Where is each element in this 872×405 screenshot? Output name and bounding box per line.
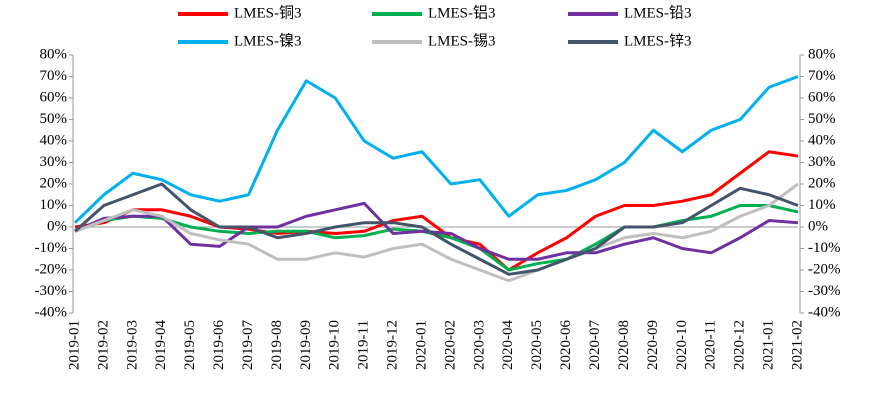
x-tick-label: 2020-07 — [587, 320, 603, 370]
x-tick-label: 2020-06 — [558, 320, 574, 370]
y-tick-label: 80% — [40, 46, 68, 62]
y-tick-label: -10% — [35, 240, 68, 256]
x-tick-label: 2020-01 — [413, 320, 429, 370]
x-tick-label: 2019-10 — [327, 320, 343, 370]
series-line — [74, 182, 799, 283]
x-tick-label: 2019-12 — [385, 320, 401, 370]
x-tick-label: 2021-01 — [761, 320, 777, 370]
legend-label: LMES-铅3 — [624, 4, 692, 21]
legend-label: LMES-铜3 — [234, 4, 302, 21]
x-tick-label: 2019-07 — [240, 320, 256, 370]
y-tick-label: 0% — [47, 218, 67, 234]
x-tick-label: 2020-02 — [442, 320, 458, 370]
y-tick-label: -40% — [35, 304, 68, 320]
series-line — [74, 201, 799, 261]
y2-tick-label: 20% — [808, 175, 836, 191]
y-tick-label: 20% — [40, 175, 68, 191]
x-tick-label: 2019-06 — [211, 320, 227, 370]
legend-label: LMES-镍3 — [234, 31, 302, 49]
x-tick-label: 2020-10 — [674, 320, 690, 370]
y2-tick-label: 40% — [808, 132, 836, 148]
x-tick-label: 2019-01 — [66, 320, 82, 370]
x-tick-label: 2020-05 — [529, 320, 545, 370]
y-tick-label: -20% — [35, 261, 68, 277]
y2-tick-label: -20% — [808, 261, 841, 277]
legend-label: LMES-锡3 — [428, 32, 496, 49]
x-tick-label: 2020-03 — [471, 320, 487, 370]
y-tick-label: 30% — [40, 154, 68, 170]
y2-tick-label: 30% — [808, 154, 836, 170]
y-tick-label: -30% — [35, 283, 68, 299]
x-tick-label: 2020-08 — [616, 320, 632, 370]
y2-tick-label: -40% — [808, 304, 841, 320]
y-tick-label: 70% — [40, 68, 68, 84]
y2-tick-label: 10% — [808, 197, 836, 213]
y-tick-label: 50% — [40, 111, 68, 127]
y2-tick-label: -10% — [808, 240, 841, 256]
x-tick-label: 2020-12 — [732, 320, 748, 370]
y2-tick-label: 80% — [808, 46, 836, 62]
legend-label: LMES-锌3 — [624, 32, 692, 49]
x-tick-label: 2021-02 — [789, 320, 805, 370]
y2-tick-label: 60% — [808, 89, 836, 105]
x-tick-label: 2019-02 — [95, 320, 111, 370]
series-line — [74, 182, 799, 276]
series-line — [74, 150, 799, 272]
x-tick-label: 2019-09 — [298, 320, 314, 370]
x-tick-label: 2020-04 — [500, 320, 516, 370]
y-tick-label: 60% — [40, 89, 68, 105]
y2-tick-label: 70% — [808, 68, 836, 84]
x-tick-label: 2020-11 — [703, 320, 719, 369]
x-tick-label: 2019-08 — [269, 320, 285, 370]
y2-tick-label: 0% — [808, 218, 828, 234]
x-tick-label: 2019-05 — [182, 320, 198, 370]
series-line — [73, 75, 799, 224]
y2-tick-label: 50% — [808, 111, 836, 127]
x-tick-label: 2020-09 — [645, 320, 661, 370]
y-tick-label: 40% — [40, 132, 68, 148]
x-tick-label: 2019-04 — [153, 320, 169, 370]
legend-label: LMES-铝3 — [428, 4, 496, 21]
y2-tick-label: -30% — [808, 283, 841, 299]
x-tick-label: 2019-11 — [356, 320, 372, 369]
y-tick-label: 10% — [40, 197, 68, 213]
x-tick-label: 2019-03 — [124, 320, 140, 370]
